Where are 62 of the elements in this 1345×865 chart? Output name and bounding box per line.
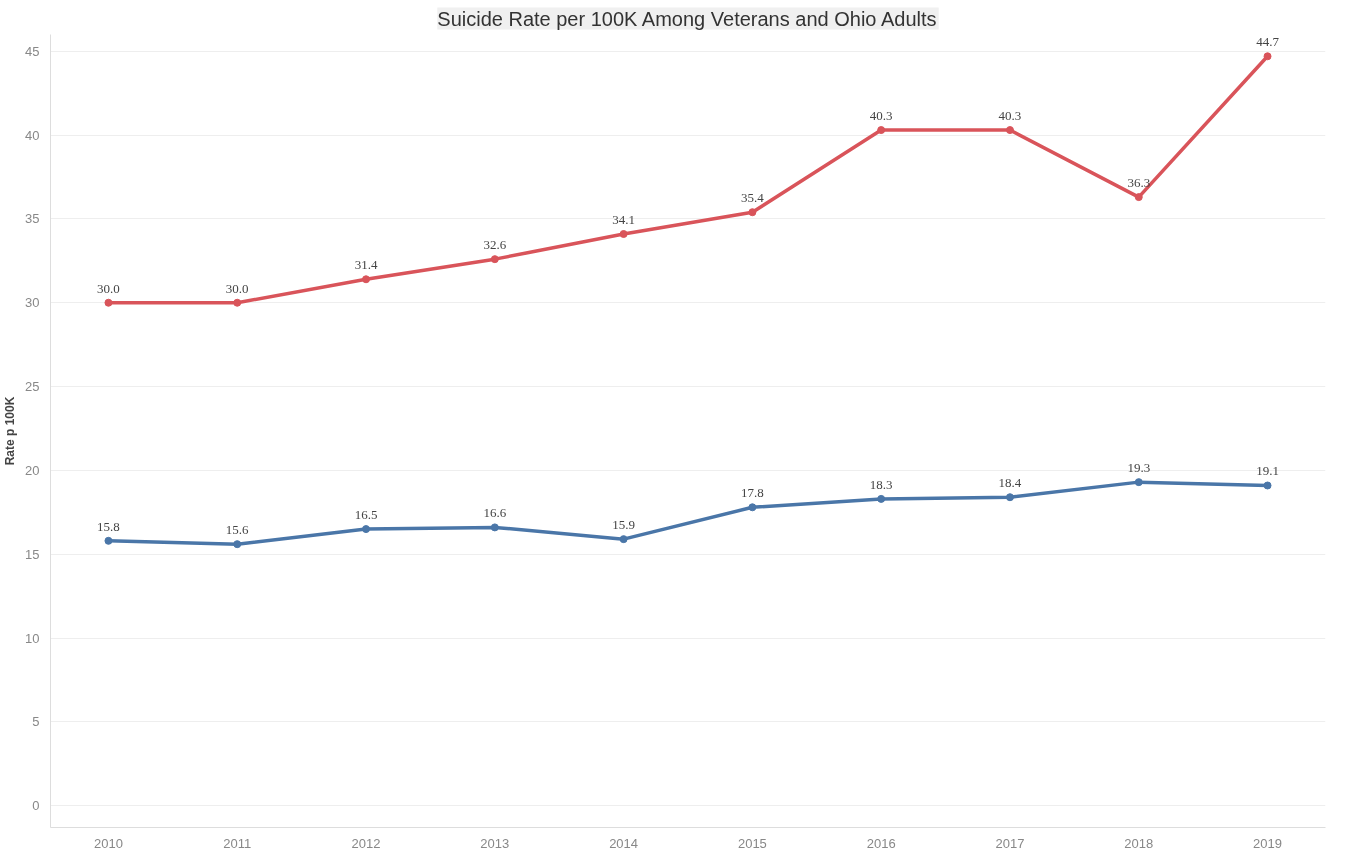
data-label: 17.8 bbox=[741, 485, 764, 501]
y-tick-label: 5 bbox=[32, 714, 40, 730]
data-label: 44.7 bbox=[1256, 34, 1280, 50]
x-tick-label: 2013 bbox=[480, 835, 510, 851]
data-label: 35.4 bbox=[741, 190, 765, 206]
x-tick-label: 2014 bbox=[609, 835, 639, 851]
x-tick-label: 2019 bbox=[1253, 835, 1283, 851]
x-tick-label: 2012 bbox=[351, 835, 381, 851]
chart-title: Suicide Rate per 100K Among Veterans and Ohio Adults bbox=[437, 7, 937, 30]
x-tick-label: 2015 bbox=[737, 835, 767, 851]
data-label: 15.9 bbox=[612, 517, 635, 533]
data-label: 16.5 bbox=[354, 507, 378, 523]
point bbox=[490, 523, 499, 532]
point bbox=[1134, 193, 1143, 202]
y-tick-label: 0 bbox=[32, 798, 40, 814]
point bbox=[1134, 478, 1143, 487]
x-tick-label: 2011 bbox=[223, 835, 252, 851]
y-tick-label: 15 bbox=[25, 546, 40, 562]
data-label: 40.3 bbox=[869, 108, 893, 124]
point bbox=[104, 536, 113, 545]
x-tick-label: 2016 bbox=[866, 835, 896, 851]
data-label: 34.1 bbox=[612, 212, 635, 228]
data-label: 30.0 bbox=[97, 280, 120, 296]
point bbox=[104, 298, 113, 307]
data-label: 19.3 bbox=[1127, 460, 1151, 476]
point bbox=[490, 255, 499, 264]
x-tick-label: 2018 bbox=[1124, 835, 1154, 851]
data-label: 31.4 bbox=[354, 257, 378, 273]
data-label: 32.6 bbox=[483, 237, 507, 253]
data-label: 15.8 bbox=[97, 518, 120, 534]
y-tick-label: 35 bbox=[25, 211, 40, 227]
data-label: 30.0 bbox=[225, 280, 249, 296]
point bbox=[362, 525, 371, 534]
x-tick-label: 2017 bbox=[995, 835, 1025, 851]
point bbox=[619, 230, 628, 238]
x-tick-label: 2010 bbox=[93, 835, 123, 851]
y-tick-label: 20 bbox=[25, 462, 40, 478]
point bbox=[362, 275, 371, 284]
data-label: 16.6 bbox=[483, 505, 507, 521]
point bbox=[233, 540, 242, 549]
data-label: 36.3 bbox=[1127, 175, 1151, 191]
point bbox=[748, 503, 757, 512]
y-tick-label: 45 bbox=[25, 43, 40, 59]
data-label: 15.6 bbox=[225, 522, 250, 538]
point bbox=[1005, 126, 1014, 135]
point bbox=[619, 535, 628, 544]
data-label: 18.4 bbox=[998, 475, 1022, 491]
y-axis-title: Rate p 100K bbox=[3, 396, 18, 466]
point bbox=[233, 298, 242, 307]
point bbox=[877, 494, 886, 503]
point bbox=[1005, 493, 1014, 502]
y-tick-label: 25 bbox=[25, 379, 40, 395]
data-label: 18.3 bbox=[869, 476, 893, 492]
y-tick-label: 30 bbox=[25, 295, 40, 311]
data-label: 40.3 bbox=[998, 108, 1022, 124]
point bbox=[1263, 52, 1272, 61]
point bbox=[877, 126, 886, 135]
point bbox=[1263, 481, 1272, 490]
data-label: 19.1 bbox=[1256, 463, 1279, 479]
y-tick-label: 10 bbox=[25, 630, 40, 646]
point bbox=[748, 208, 757, 217]
y-tick-label: 40 bbox=[25, 127, 40, 143]
